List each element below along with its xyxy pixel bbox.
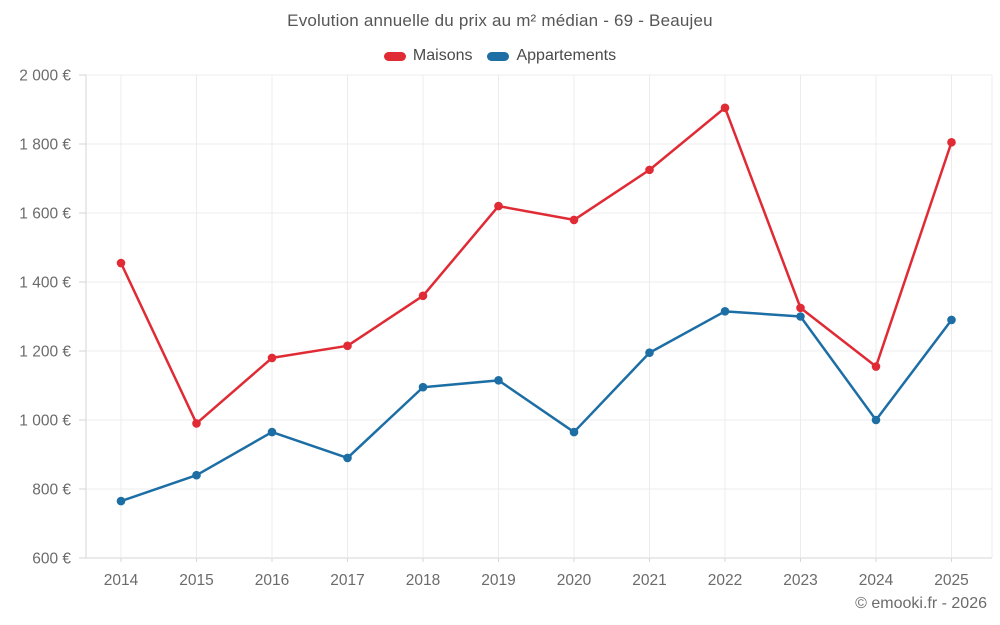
- y-axis-label-600: 600 €: [32, 551, 71, 568]
- legend-item-maisons[interactable]: Maisons: [383, 47, 473, 65]
- x-axis-label-2023: 2023: [783, 572, 817, 589]
- data-point-maisons-2019[interactable]: [494, 201, 503, 211]
- maisons-legend-swatch-icon: [383, 51, 406, 61]
- y-axis-label-1200: 1 200 €: [19, 344, 71, 361]
- data-point-appartements-2017[interactable]: [343, 453, 352, 463]
- y-axis-label-2000: 2 000 €: [19, 68, 71, 85]
- x-axis-label-2021: 2021: [632, 572, 666, 589]
- chart-legend: Maisons Appartements: [0, 47, 1000, 65]
- y-axis-label-1000: 1 000 €: [19, 413, 71, 430]
- x-axis-label-2015: 2015: [179, 572, 213, 589]
- legend-item-appartements[interactable]: Appartements: [487, 47, 616, 65]
- data-point-appartements-2018[interactable]: [418, 382, 428, 392]
- data-point-maisons-2014[interactable]: [116, 258, 126, 268]
- data-point-appartements-2022[interactable]: [720, 307, 730, 316]
- data-point-maisons-2015[interactable]: [192, 419, 201, 428]
- data-point-maisons-2023[interactable]: [796, 303, 805, 313]
- data-point-appartements-2023[interactable]: [796, 312, 805, 321]
- legend-label-maisons: Maisons: [412, 47, 473, 64]
- x-axis-label-2019: 2019: [481, 572, 515, 589]
- y-axis-label-1800: 1 800 €: [19, 137, 71, 154]
- copyright-text: © emooki.fr - 2026: [855, 595, 987, 612]
- data-point-appartements-2015[interactable]: [192, 470, 201, 480]
- data-point-appartements-2021[interactable]: [645, 348, 654, 358]
- data-point-appartements-2019[interactable]: [494, 376, 503, 385]
- x-axis-label-2017: 2017: [330, 572, 364, 589]
- data-point-appartements-2016[interactable]: [267, 427, 277, 437]
- data-point-appartements-2020[interactable]: [569, 427, 579, 437]
- data-point-appartements-2025[interactable]: [947, 315, 956, 325]
- data-point-maisons-2016[interactable]: [267, 353, 277, 363]
- x-axis-label-2018: 2018: [406, 572, 440, 589]
- series-line-maisons: [119, 106, 953, 425]
- y-axis-label-800: 800 €: [32, 482, 71, 499]
- x-axis-label-2024: 2024: [859, 572, 894, 589]
- series-line-appartements: [119, 310, 953, 503]
- x-axis-label-2022: 2022: [708, 572, 742, 589]
- data-point-appartements-2014[interactable]: [116, 496, 126, 506]
- appartements-legend-swatch-icon: [487, 51, 510, 61]
- data-point-maisons-2022[interactable]: [720, 103, 730, 113]
- y-axis-label-1600: 1 600 €: [19, 206, 71, 223]
- data-point-maisons-2025[interactable]: [947, 137, 956, 147]
- x-axis-label-2020: 2020: [557, 572, 592, 589]
- x-axis-label-2016: 2016: [255, 572, 289, 589]
- legend-label-appartements: Appartements: [516, 47, 617, 64]
- x-axis-label-2014: 2014: [104, 572, 139, 589]
- data-point-maisons-2017[interactable]: [343, 341, 352, 351]
- data-point-maisons-2018[interactable]: [418, 291, 428, 301]
- y-axis-label-1400: 1 400 €: [19, 275, 71, 292]
- data-point-maisons-2024[interactable]: [871, 362, 881, 371]
- x-axis-label-2025: 2025: [934, 572, 968, 589]
- data-point-maisons-2021[interactable]: [645, 165, 654, 175]
- chart-title: Evolution annuelle du prix au m² médian …: [287, 11, 713, 30]
- data-point-maisons-2020[interactable]: [569, 215, 579, 225]
- data-point-appartements-2024[interactable]: [871, 415, 881, 425]
